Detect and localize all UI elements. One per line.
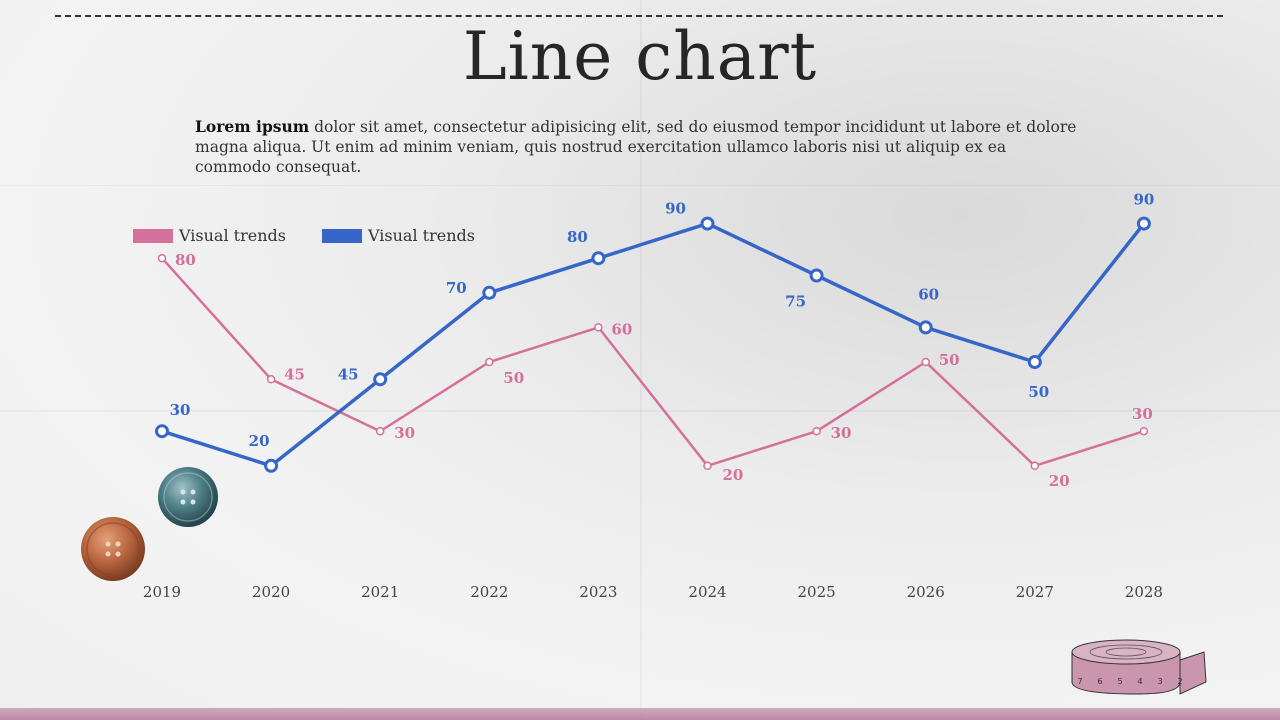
data-label-blue: 75 [785, 293, 806, 311]
data-point-blue [155, 424, 169, 439]
data-point-blue [700, 216, 715, 231]
data-point-pink [1030, 461, 1040, 471]
data-point-blue [482, 285, 497, 300]
data-label-pink: 30 [1132, 405, 1153, 423]
teal-button-body [158, 467, 218, 527]
tape-digit: 2 [1177, 677, 1182, 686]
data-point-blue [1136, 216, 1151, 231]
data-point-pink [375, 426, 385, 436]
data-point-pink [703, 461, 712, 471]
brown-button-rim [86, 522, 140, 576]
legend-swatch-blue [322, 228, 362, 243]
data-point-pink [485, 357, 494, 367]
data-label-blue: 30 [170, 401, 191, 419]
data-label-pink: 45 [284, 365, 305, 383]
x-tick-label: 2025 [798, 583, 836, 601]
legend-item-blue: Visual trends [322, 226, 475, 245]
tape-digit: 7 [1077, 677, 1082, 686]
teal-button-hole [190, 489, 196, 495]
x-tick-label: 2027 [1016, 583, 1054, 601]
data-label-blue: 45 [338, 365, 359, 383]
data-point-pink [812, 426, 821, 436]
data-label-blue: 90 [665, 200, 686, 218]
x-tick-label: 2023 [579, 583, 617, 601]
x-tick-label: 2020 [252, 583, 290, 601]
data-label-pink: 20 [1049, 472, 1070, 490]
description: Lorem ipsum dolor sit amet, consectetur … [195, 117, 1085, 177]
series-layer: 80 45 30 50 60 20 30 50 20 30 30 20 45 70 80 90 75 60 50 90 [155, 191, 1154, 490]
data-label-blue: 80 [567, 228, 588, 246]
tape-digit: 4 [1137, 677, 1142, 686]
x-tick-label: 2026 [907, 583, 945, 601]
data-point-blue [373, 372, 388, 387]
data-point-blue [264, 458, 279, 473]
tape-digits: 7 6 5 4 3 2 [1077, 677, 1182, 686]
teal-button-hole [180, 489, 186, 495]
data-point-blue [918, 320, 933, 335]
data-label-pink: 50 [939, 351, 960, 369]
description-text: dolor sit amet, consectetur adipisicing … [195, 118, 1077, 176]
data-label-pink: 30 [394, 424, 415, 442]
tape-top-ring [1105, 647, 1147, 657]
tape-digit: 6 [1097, 677, 1102, 686]
brown-button-body [81, 517, 145, 581]
teal-button-rim [163, 472, 213, 522]
data-label-blue: 90 [1133, 191, 1154, 209]
brown-button-hole [105, 541, 111, 547]
page-title: Line chart [462, 18, 818, 95]
data-point-pink [266, 375, 276, 384]
legend-item-pink: Visual trends [133, 226, 286, 245]
x-tick-label: 2024 [688, 583, 726, 601]
x-tick-label: 2019 [143, 583, 181, 601]
series-line-pink [161, 257, 1145, 468]
data-label-blue: 20 [249, 432, 270, 450]
bottom-stripe [0, 708, 1280, 720]
tape-digit: 5 [1117, 677, 1122, 686]
x-tick-label: 2028 [1125, 583, 1163, 601]
brown-button-hole [115, 551, 121, 557]
tape-digit: 3 [1157, 677, 1162, 686]
brown-button-hole [105, 551, 111, 557]
data-label-pink: 60 [611, 320, 632, 338]
legend-swatch-pink [133, 228, 173, 243]
data-point-blue [809, 268, 824, 283]
data-label-pink: 50 [503, 369, 524, 387]
data-point-blue [591, 251, 606, 266]
x-tick-label: 2021 [361, 583, 399, 601]
teal-button-decoration [158, 467, 218, 527]
tape-top-ring [1089, 644, 1163, 660]
legend-label-blue: Visual trends [368, 226, 475, 245]
data-point-pink [1139, 426, 1149, 436]
brown-button-hole [115, 541, 121, 547]
brown-button-decoration [81, 517, 145, 581]
measuring-tape-decoration: 7 6 5 4 3 2 [1071, 639, 1207, 695]
x-axis-ticks: 2019 2020 2021 2022 2023 2024 2025 2026 2027 2028 [143, 583, 1163, 601]
data-label-blue: 60 [918, 285, 939, 303]
data-point-pink [594, 323, 603, 332]
data-point-blue [1027, 355, 1042, 369]
data-label-pink: 80 [175, 251, 196, 269]
series-line-blue [161, 221, 1146, 468]
x-tick-label: 2022 [470, 583, 508, 601]
teal-button-hole [180, 499, 186, 505]
data-point-pink [157, 253, 167, 263]
dashed-rule [55, 15, 1223, 17]
tape-strip [1179, 651, 1207, 695]
data-label-pink: 30 [831, 424, 852, 442]
data-label-blue: 70 [446, 279, 467, 297]
description-bold: Lorem ipsum [195, 117, 310, 136]
data-label-pink: 20 [723, 466, 744, 484]
data-label-blue: 50 [1028, 383, 1049, 401]
teal-button-hole [190, 499, 196, 505]
data-point-pink [921, 357, 930, 367]
tape-top [1071, 639, 1181, 665]
legend-label-pink: Visual trends [179, 226, 286, 245]
